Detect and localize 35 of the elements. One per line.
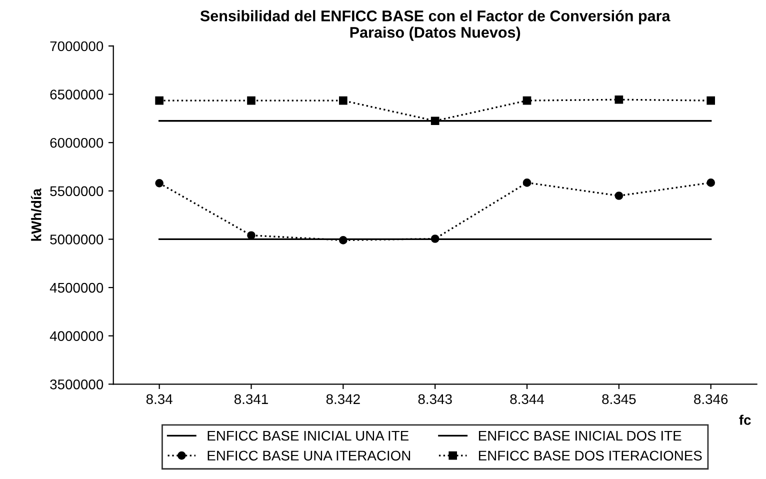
point xyxy=(614,192,624,200)
point xyxy=(614,95,624,104)
y-axis-title: kWh/día xyxy=(30,188,42,241)
point xyxy=(430,234,440,243)
y-tick-label: 6500000 xyxy=(50,90,104,100)
legend-label: ENFICC BASE UNA ITERACION xyxy=(208,450,410,461)
x-tick-label: 8.346 xyxy=(694,394,728,404)
y-tick-label: 5000000 xyxy=(50,234,104,244)
chart-title: Sensibilidad del ENFICC BASE con el Factor de Conversión para Paraiso (Datos Nuevos) xyxy=(200,10,670,41)
point xyxy=(155,179,164,188)
point xyxy=(706,178,716,187)
point xyxy=(155,96,164,105)
x-tick-label: 8.34 xyxy=(146,394,172,404)
x-tick-label: 8.345 xyxy=(602,394,636,404)
legend-label: ENFICC BASE INICIAL UNA ITE xyxy=(208,430,409,441)
x-tick-label: 8.344 xyxy=(510,394,544,404)
x-axis-title: fc xyxy=(739,414,751,425)
y-tick-label: 7000000 xyxy=(50,41,104,52)
y-tick-label: 3500000 xyxy=(50,379,104,390)
point xyxy=(339,96,348,105)
point xyxy=(522,96,532,105)
x-tick-label: 8.343 xyxy=(418,394,452,404)
y-tick-label: 4000000 xyxy=(50,331,104,342)
x-tick-label: 8.341 xyxy=(234,394,268,404)
y-tick-label: 4500000 xyxy=(50,282,104,293)
legend-label: ENFICC BASE DOS ITERACIONES xyxy=(478,450,702,461)
point xyxy=(339,236,348,244)
y-tick-label: 5500000 xyxy=(50,186,104,196)
point xyxy=(430,116,440,126)
legend-label: ENFICC BASE INICIAL DOS ITE xyxy=(478,430,682,441)
point xyxy=(706,96,716,105)
point xyxy=(522,178,532,187)
x-tick-label: 8.342 xyxy=(326,394,360,404)
point xyxy=(247,96,256,105)
y-tick-label: 6000000 xyxy=(50,138,104,148)
